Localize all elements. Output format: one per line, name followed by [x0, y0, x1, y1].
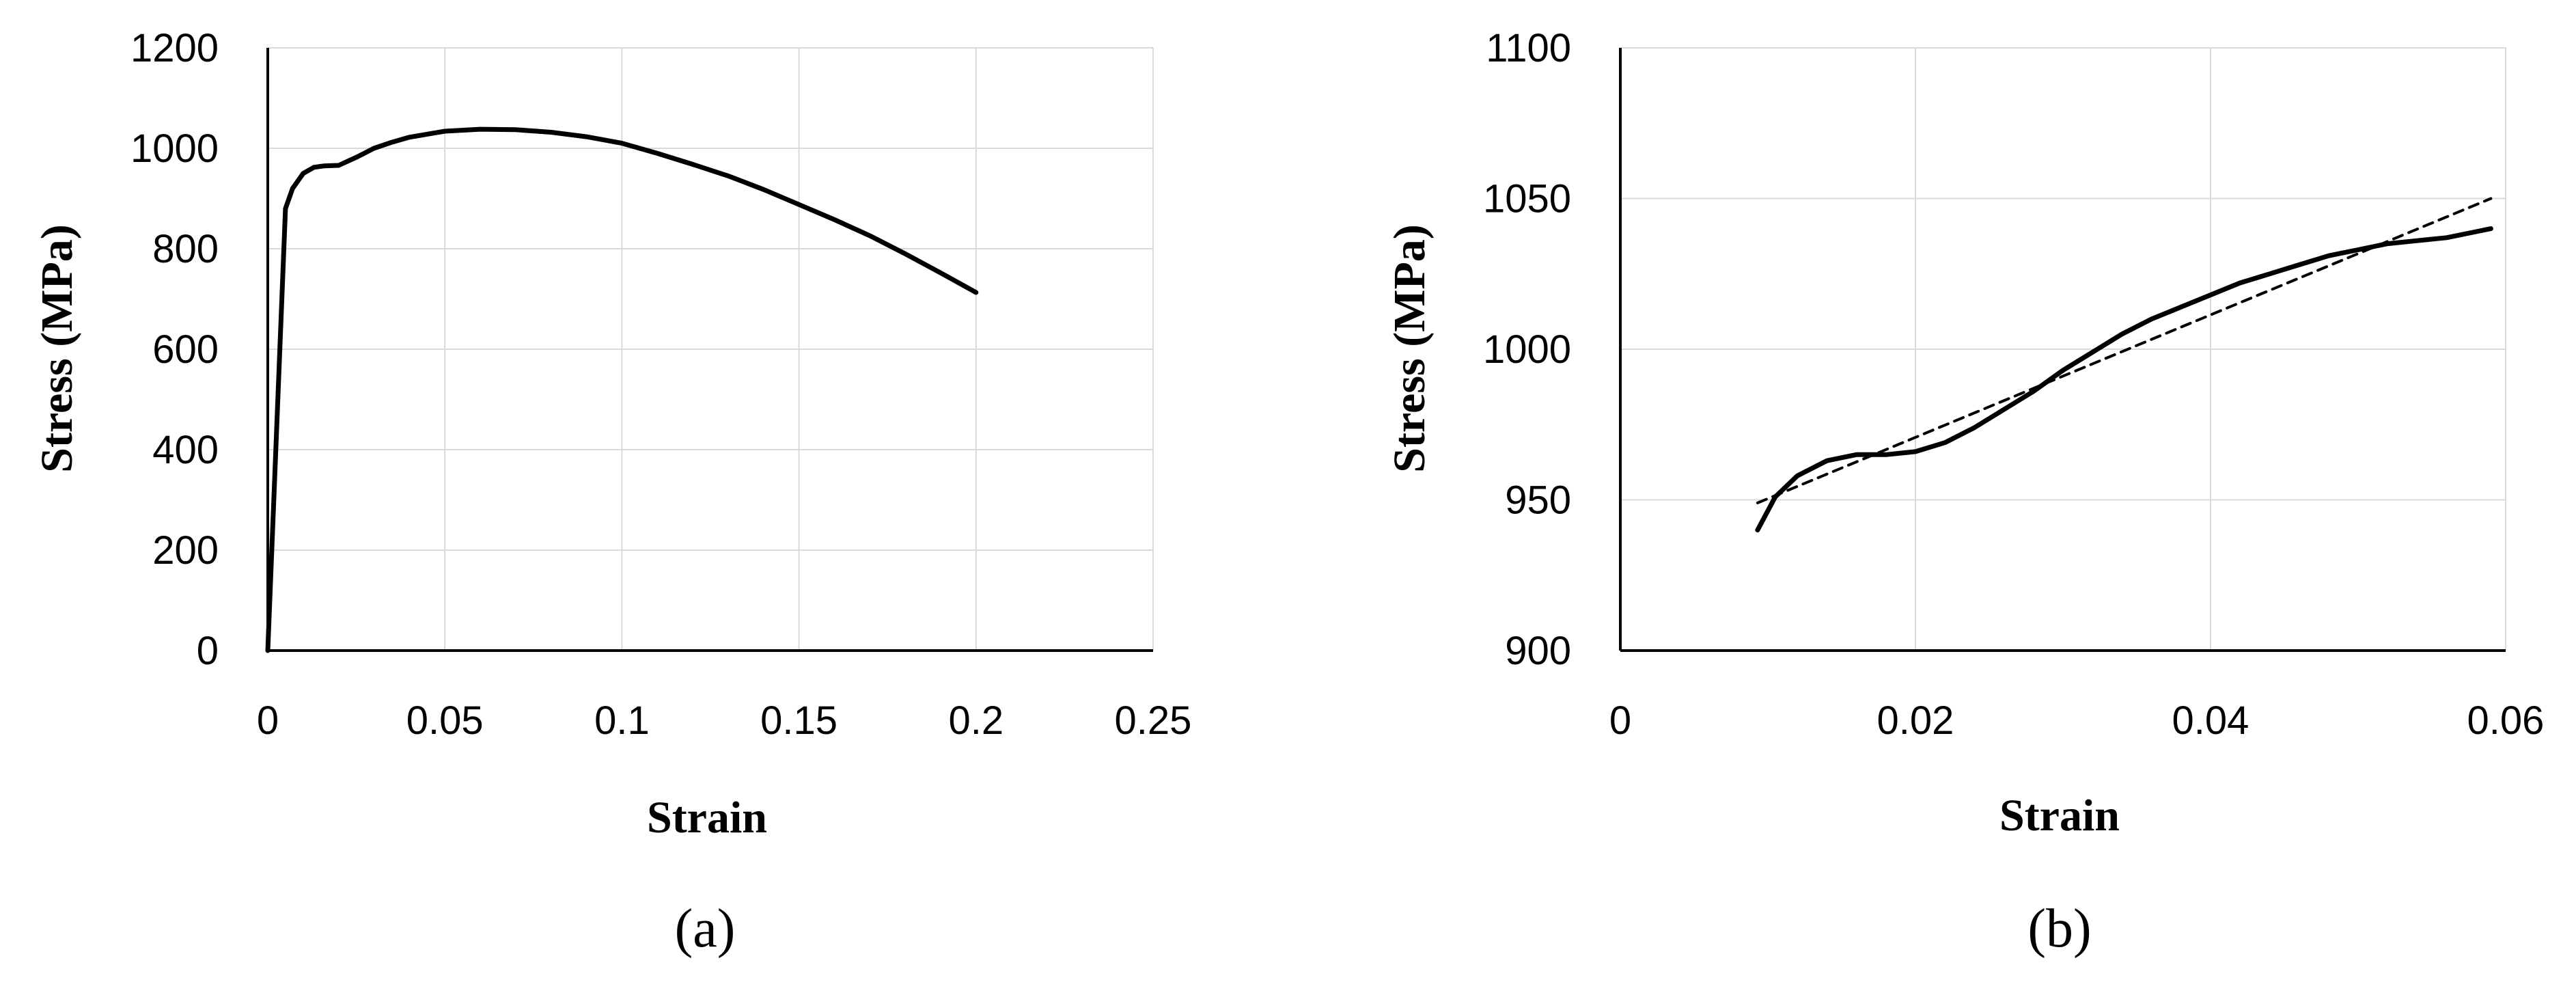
chart-0-y-tick-label: 200: [152, 528, 219, 573]
chart-0-y-tick-label: 1000: [130, 126, 219, 171]
chart-0-y-tick-label: 400: [152, 428, 219, 472]
chart-0-x-tick-label: 0.1: [594, 698, 650, 743]
chart-1-x-tick-label: 0: [1609, 698, 1631, 743]
chart-0-x-tick-label: 0.15: [760, 698, 837, 743]
chart-0-x-tick-label: 0: [257, 698, 279, 743]
chart-0-series-0-line: [265, 126, 979, 653]
chart-0-y-tick-label: 1200: [130, 26, 219, 70]
chart-b: 900 950 1000 1050 1100 0 0.02 0.04 0.06 Strain S…: [1385, 26, 2544, 959]
chart-1-x-tick-label: 0.04: [2172, 698, 2249, 743]
chart-0-y-tick-label: 800: [152, 227, 219, 271]
chart-b-axes: [1619, 48, 2506, 652]
chart-1-x-tick-label: 0.06: [2467, 698, 2545, 743]
chart-a-axes: [266, 48, 1153, 652]
chart-0-y-tick-label: 0: [197, 629, 219, 673]
chart-b-x-axis-title: Strain: [1999, 791, 2120, 841]
chart-a-y-axis-title: Stress (MPa): [32, 224, 82, 473]
chart-0-x-tick-label: 0.2: [948, 698, 1003, 743]
chart-b-panel-label: (b): [2027, 899, 2091, 959]
chart-1-y-tick-label: 900: [1505, 629, 1571, 673]
chart-a-x-axis-title: Strain: [647, 793, 767, 843]
chart-0-x-tick-label: 0.05: [406, 698, 484, 743]
chart-1-y-tick-label: 1000: [1483, 327, 1571, 372]
chart-b-y-axis-title: Stress (MPa): [1385, 224, 1435, 473]
chart-a-gridlines: [268, 47, 1154, 651]
chart-b-tick-labels: 900 950 1000 1050 1100 0 0.02 0.04 0.06: [1483, 26, 2544, 743]
chart-1-series-1-dashed-line: [1756, 197, 2493, 504]
chart-1-x-tick-label: 0.02: [1877, 698, 1954, 743]
chart-0-x-tick-label: 0.25: [1115, 698, 1192, 743]
chart-1-series-0-line: [1755, 226, 2493, 533]
chart-1-y-tick-label: 1100: [1486, 26, 1571, 70]
chart-a-panel-label: (a): [675, 899, 736, 959]
chart-b-gridlines: [1620, 47, 2506, 651]
chart-1-y-tick-label: 950: [1505, 478, 1571, 523]
chart-a: 0 200 400 600 800 1000 1200 0 0.05 0.1 0.15 0.2 0.25…: [32, 26, 1191, 959]
chart-a-series-group: [265, 126, 979, 653]
chart-a-tick-labels: 0 200 400 600 800 1000 1200 0 0.05 0.1 0.15 0.2 0.25: [130, 26, 1191, 743]
chart-1-y-tick-label: 1050: [1483, 177, 1571, 221]
chart-0-y-tick-label: 600: [152, 327, 219, 372]
chart-b-series-group: [1755, 197, 2493, 533]
